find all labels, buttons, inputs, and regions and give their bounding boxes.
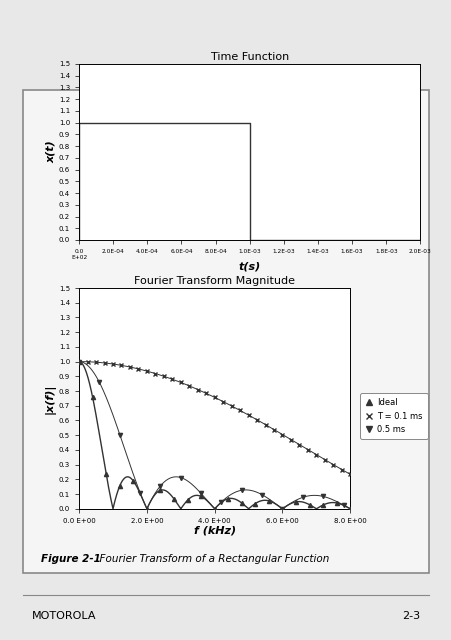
Text: MOTOROLA: MOTOROLA (32, 611, 96, 621)
Text: Fourier Transform of a Rectangular Function: Fourier Transform of a Rectangular Funct… (92, 554, 328, 564)
Y-axis label: |x(f)|: |x(f)| (45, 383, 56, 413)
Y-axis label: x(t): x(t) (46, 141, 56, 163)
FancyBboxPatch shape (23, 90, 428, 573)
X-axis label: t(s): t(s) (238, 261, 260, 271)
Text: 2-3: 2-3 (401, 611, 419, 621)
Title: Fourier Transform Magnitude: Fourier Transform Magnitude (134, 276, 295, 286)
X-axis label: f (kHz): f (kHz) (193, 525, 235, 535)
Text: Figure 2-1: Figure 2-1 (41, 554, 100, 564)
Title: Time Function: Time Function (210, 52, 288, 62)
Legend: Ideal, T = 0.1 ms, 0.5 ms: Ideal, T = 0.1 ms, 0.5 ms (359, 394, 427, 439)
